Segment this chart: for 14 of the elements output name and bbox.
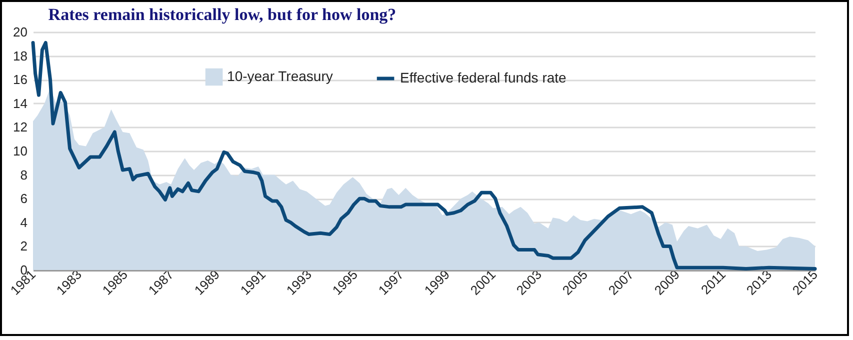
y-tick-label: 10 bbox=[13, 144, 28, 158]
y-tick-label: 20 bbox=[13, 24, 28, 40]
y-tick-label: 6 bbox=[20, 191, 28, 206]
y-tick-label: 14 bbox=[13, 96, 28, 111]
legend-label: Effective federal funds rate bbox=[400, 70, 567, 86]
legend-label: 10-year Treasury bbox=[227, 68, 333, 84]
y-tick-label: 8 bbox=[20, 167, 28, 182]
chart-title: Rates remain historically low, but for how long? bbox=[48, 5, 396, 24]
y-tick-label: 4 bbox=[20, 214, 28, 230]
y-tick-label: 2 bbox=[20, 238, 28, 254]
y-tick-label: 18 bbox=[13, 48, 28, 64]
line-series bbox=[31, 40, 817, 271]
y-tick-label: 12 bbox=[13, 120, 28, 135]
y-tick-label: 16 bbox=[13, 72, 28, 88]
